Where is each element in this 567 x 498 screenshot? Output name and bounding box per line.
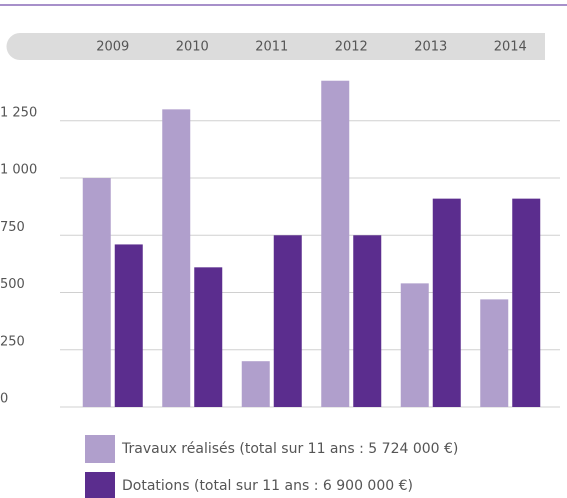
legend-label: Travaux réalisés (total sur 11 ans : 5 7… (121, 441, 458, 457)
bar (162, 109, 191, 408)
x-tick-label: 2009 (96, 40, 129, 55)
bar (321, 80, 350, 408)
bar (512, 198, 541, 407)
bar (241, 361, 270, 407)
y-tick-label: 750 (0, 220, 25, 235)
bar (114, 244, 143, 407)
x-tick-label: 2010 (176, 40, 209, 55)
x-tick-label: 2013 (414, 40, 447, 55)
category-band (6, 33, 546, 60)
x-tick-label: 2011 (255, 40, 288, 55)
legend-swatch (85, 435, 115, 463)
x-tick-label: 2012 (335, 40, 368, 55)
y-tick-label: 500 (0, 277, 25, 292)
bar (432, 198, 461, 407)
bar (480, 299, 509, 407)
legend-swatch (85, 472, 115, 498)
y-tick-label: 1 250 (0, 105, 37, 120)
bar (194, 267, 223, 407)
legend-label: Dotations (total sur 11 ans : 6 900 000 … (122, 478, 413, 494)
bar (353, 235, 382, 407)
bar (82, 178, 111, 407)
x-tick-label: 2014 (494, 40, 527, 55)
y-tick-label: 0 (0, 392, 8, 407)
y-tick-label: 1 000 (0, 163, 37, 178)
bar (273, 235, 302, 407)
bar (400, 283, 429, 407)
y-tick-label: 250 (0, 334, 25, 349)
